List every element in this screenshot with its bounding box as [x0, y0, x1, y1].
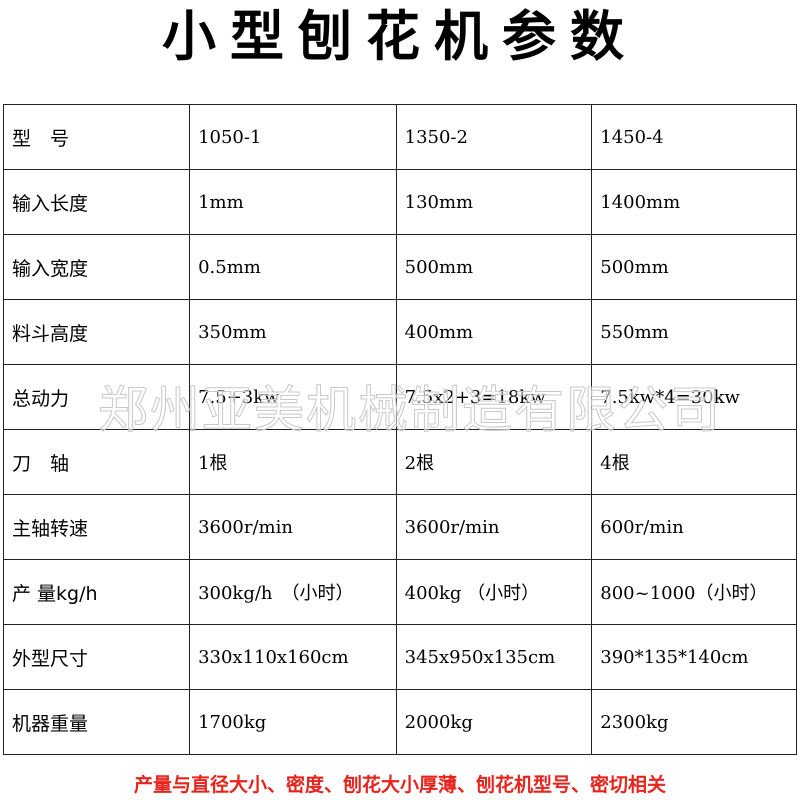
table-cell: 330x110x160cm	[189, 624, 397, 690]
spec-table: 型 号 1050-1 1350-2 1450-4 输入长度 1mm 130mm 1400mm 输…	[2, 104, 797, 755]
table-row: 料斗高度 350mm 400mm 550mm	[2, 299, 797, 365]
table-cell: 390*135*140cm	[591, 624, 797, 690]
table-cell: 1mm	[189, 169, 397, 235]
table-cell: 1700kg	[189, 689, 397, 755]
table-cell: 0.5mm	[189, 234, 397, 300]
table-cell: 1450-4	[591, 104, 797, 170]
table-row: 机器重量 1700kg 2000kg 2300kg	[2, 689, 797, 755]
table-cell: 550mm	[591, 299, 797, 365]
table-cell: 345x950x135cm	[395, 624, 593, 690]
table-cell: 7.5+3kw	[189, 364, 397, 430]
table-cell: 800~1000（小时）	[591, 559, 797, 625]
table-row: 总动力 7.5+3kw 7.5x2+3=18kw 7.5kw*4=30kw	[2, 364, 797, 430]
table-cell: 1350-2	[395, 104, 593, 170]
table-cell: 1根	[189, 429, 397, 495]
table-row: 输入宽度 0.5mm 500mm 500mm	[2, 234, 797, 300]
table-row: 主轴转速 3600r/min 3600r/min 600r/min	[2, 494, 797, 560]
row-label: 主轴转速	[2, 494, 191, 560]
row-label: 总动力	[2, 364, 191, 430]
table-cell: 400kg （小时）	[395, 559, 593, 625]
table-cell: 1050-1	[189, 104, 397, 170]
row-label: 输入宽度	[2, 234, 191, 300]
row-label: 机器重量	[2, 689, 191, 755]
table-cell: 400mm	[395, 299, 593, 365]
table-cell: 3600r/min	[189, 494, 397, 560]
row-label: 料斗高度	[2, 299, 191, 365]
table-cell: 4根	[591, 429, 797, 495]
table-row: 输入长度 1mm 130mm 1400mm	[2, 169, 797, 235]
table-row: 刀 轴 1根 2根 4根	[2, 429, 797, 495]
table-cell: 350mm	[189, 299, 397, 365]
row-label: 输入长度	[2, 169, 191, 235]
row-label: 刀 轴	[2, 429, 191, 495]
page-title: 小型刨花机参数	[162, 5, 638, 68]
table-cell: 130mm	[395, 169, 593, 235]
table-cell: 7.5kw*4=30kw	[591, 364, 797, 430]
table-cell: 3600r/min	[395, 494, 593, 560]
row-label: 产 量kg/h	[2, 559, 191, 625]
table-cell: 500mm	[395, 234, 593, 300]
footnote: 产量与直径大小、密度、刨花大小厚薄、刨花机型号、密切相关	[133, 774, 666, 796]
table-cell: 1400mm	[591, 169, 797, 235]
table-cell: 500mm	[591, 234, 797, 300]
table-cell: 2300kg	[591, 689, 797, 755]
table-cell: 7.5x2+3=18kw	[395, 364, 593, 430]
table-row: 产 量kg/h 300kg/h （小时） 400kg （小时） 800~1000（小时…	[2, 559, 797, 625]
table-row: 外型尺寸 330x110x160cm 345x950x135cm 390*135*14…	[2, 624, 797, 690]
table-row: 型 号 1050-1 1350-2 1450-4	[2, 104, 797, 170]
row-label: 外型尺寸	[2, 624, 191, 690]
table-cell: 2根	[395, 429, 593, 495]
row-label: 型 号	[2, 104, 191, 170]
table-cell: 2000kg	[395, 689, 593, 755]
table-cell: 300kg/h （小时）	[189, 559, 397, 625]
table-cell: 600r/min	[591, 494, 797, 560]
